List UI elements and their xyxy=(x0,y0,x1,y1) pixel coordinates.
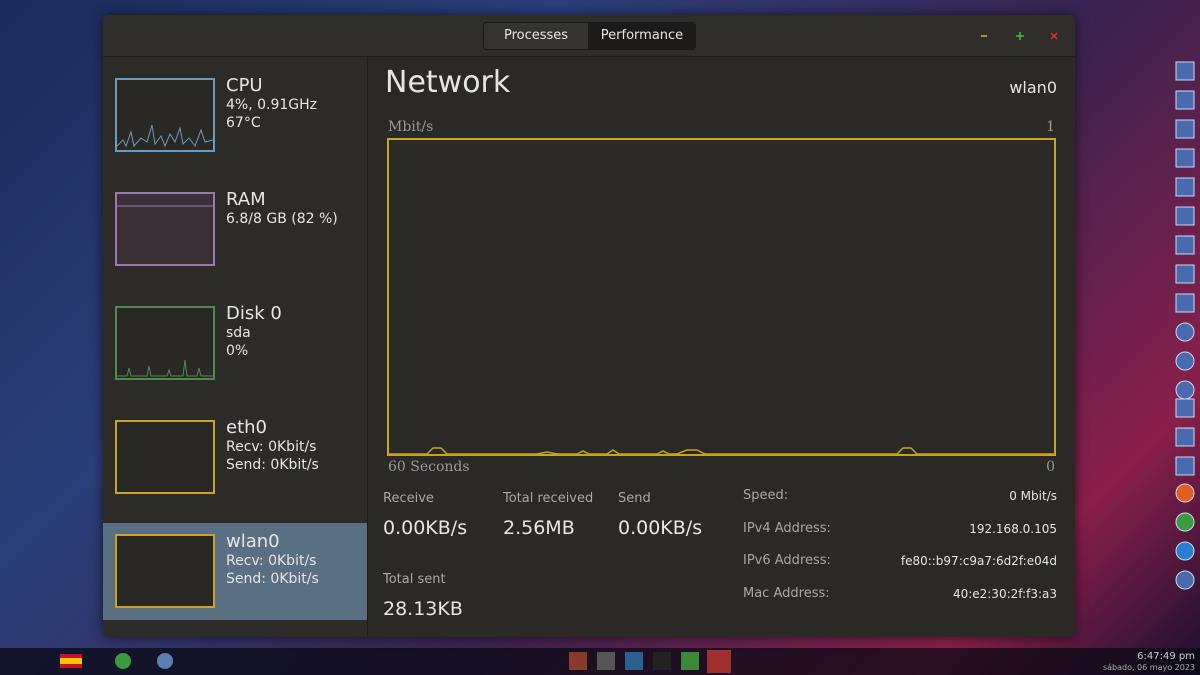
sparkline xyxy=(117,205,213,207)
stat-value: 28.13KB xyxy=(383,598,463,620)
stat-label: Receive xyxy=(383,491,434,506)
tab-active[interactable]: Performance xyxy=(588,22,696,50)
stat-label: Send xyxy=(618,491,651,506)
task-icon[interactable] xyxy=(625,652,643,670)
graph-x-label: 60 Seconds xyxy=(388,459,470,475)
close[interactable] xyxy=(1050,32,1058,40)
thumbnail xyxy=(115,192,215,266)
sidebar: CPU 4%, 0.91GHz 67°C RAM 6.8/8 GB (82 %)… xyxy=(103,57,368,637)
detail-label: IPv4 Address: xyxy=(743,521,831,536)
item-line: 0% xyxy=(226,343,249,359)
item-name: Disk 0 xyxy=(226,303,282,324)
item-line: Recv: 0Kbit/s xyxy=(226,439,317,455)
panel-title: Network xyxy=(385,65,511,100)
taskbar: 6:47:49 pm sábado, 06 mayo 2023 xyxy=(0,648,1200,675)
dock-icon[interactable] xyxy=(1175,119,1195,139)
dock-icon[interactable] xyxy=(1175,264,1195,284)
task-icon[interactable] xyxy=(681,652,699,670)
dock-icon[interactable] xyxy=(1175,427,1195,447)
dock-icon[interactable] xyxy=(1175,570,1195,590)
item-name: RAM xyxy=(226,189,266,210)
detail-value: 0 Mbit/s xyxy=(1009,489,1057,503)
task-icon-active[interactable] xyxy=(707,650,731,673)
task-icons xyxy=(569,650,731,673)
dock-icon[interactable] xyxy=(1175,322,1195,342)
dock-icon[interactable] xyxy=(1175,398,1195,418)
dock-icon[interactable] xyxy=(1175,61,1195,81)
stat-value: 2.56MB xyxy=(503,517,575,539)
item-name: wlan0 xyxy=(226,531,280,552)
dock-icon[interactable] xyxy=(1175,456,1195,476)
dock-icon[interactable] xyxy=(1175,148,1195,168)
item-line: sda xyxy=(226,325,251,341)
graph-y-label: Mbit/s xyxy=(388,119,434,135)
item-name: eth0 xyxy=(226,417,267,438)
thumbnail xyxy=(115,420,215,494)
tray-icons xyxy=(60,653,173,669)
title-bar: Processes Performance xyxy=(103,15,1075,57)
panel-device: wlan0 xyxy=(1009,78,1057,97)
dock-icon[interactable] xyxy=(1175,351,1195,371)
tab[interactable]: Processes xyxy=(483,22,589,50)
clock-time: 6:47:49 pm xyxy=(1137,651,1195,662)
window: Processes Performance CPU 4%, 0.91GHz 67… xyxy=(103,15,1075,637)
dock-icon[interactable] xyxy=(1175,380,1195,400)
stat-label: Total received xyxy=(503,491,594,506)
graph-y-max: 1 xyxy=(1046,119,1055,135)
detail-value: 40:e2:30:2f:f3:a3 xyxy=(952,587,1057,601)
sidebar-item[interactable]: Disk 0 sda 0% xyxy=(103,285,367,399)
item-name: CPU xyxy=(226,75,263,96)
detail-value: 192.168.0.105 xyxy=(969,522,1057,536)
dock-icon[interactable] xyxy=(1175,541,1195,561)
dock-icon[interactable] xyxy=(1175,293,1195,313)
sidebar-item[interactable]: eth0 Recv: 0Kbit/s Send: 0Kbit/s xyxy=(103,399,367,513)
item-line: 67°C xyxy=(226,115,261,131)
stat-label: Total sent xyxy=(383,572,446,587)
sidebar-item-selected[interactable]: wlan0 Recv: 0Kbit/s Send: 0Kbit/s xyxy=(103,523,367,620)
sparkline xyxy=(116,124,214,148)
window-controls xyxy=(981,32,1058,40)
thumbnail xyxy=(115,78,215,152)
tray-icon[interactable] xyxy=(115,653,131,669)
stat-value: 0.00KB/s xyxy=(618,517,703,539)
task-icon[interactable] xyxy=(653,652,671,670)
task-icon[interactable] xyxy=(569,652,587,670)
dock-icon[interactable] xyxy=(1175,512,1195,532)
task-icon[interactable] xyxy=(597,652,615,670)
thumbnail xyxy=(115,534,215,608)
network-graph xyxy=(387,138,1056,456)
item-line: Recv: 0Kbit/s xyxy=(226,553,317,569)
dock-icon[interactable] xyxy=(1175,90,1195,110)
detail-label: IPv6 Address: xyxy=(743,553,831,568)
tray-icon[interactable] xyxy=(157,653,173,669)
stat-value: 0.00KB/s xyxy=(383,517,468,539)
detail-value: fe80::b97:c9a7:6d2f:e04d xyxy=(900,554,1057,568)
dock-icon[interactable] xyxy=(1175,483,1195,503)
maximize[interactable] xyxy=(1016,32,1024,40)
clock-date: sábado, 06 mayo 2023 xyxy=(1102,663,1195,672)
dock-icon[interactable] xyxy=(1175,235,1195,255)
detail-label: Mac Address: xyxy=(743,586,830,601)
sidebar-item[interactable]: CPU 4%, 0.91GHz 67°C xyxy=(103,57,367,171)
dock-icon[interactable] xyxy=(1175,206,1195,226)
thumbnail xyxy=(115,306,215,380)
dock xyxy=(1175,61,1195,590)
sidebar-item[interactable]: RAM 6.8/8 GB (82 %) xyxy=(103,171,367,285)
graph-x-min: 0 xyxy=(1046,459,1055,475)
item-line: Send: 0Kbit/s xyxy=(226,457,319,473)
dock-icon[interactable] xyxy=(1175,177,1195,197)
item-line: 4%, 0.91GHz xyxy=(226,97,318,113)
sparkline xyxy=(117,359,213,377)
item-line: Send: 0Kbit/s xyxy=(226,571,319,587)
item-line: 6.8/8 GB (82 %) xyxy=(226,211,338,227)
detail-label: Speed: xyxy=(743,488,789,503)
